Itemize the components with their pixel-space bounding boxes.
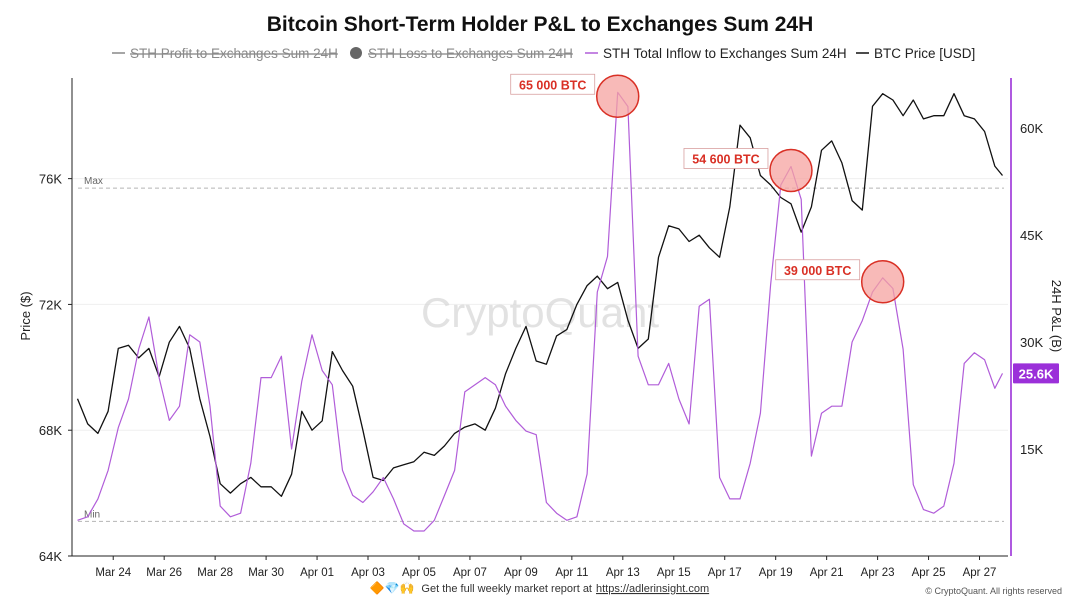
chart-title: Bitcoin Short-Term Holder P&L to Exchang… bbox=[267, 13, 813, 36]
x-tick-label: Apr 03 bbox=[351, 567, 385, 579]
y-right-tick-label: 15K bbox=[1020, 442, 1043, 457]
x-tick-label: Apr 05 bbox=[402, 567, 436, 579]
footer: 🔶💎🙌 Get the full weekly market report at… bbox=[370, 581, 1062, 596]
y-left-tick-label: 76K bbox=[39, 172, 62, 187]
y-left-tick-label: 72K bbox=[39, 297, 62, 312]
series-group bbox=[76, 91, 1004, 532]
x-tick-label: Mar 24 bbox=[95, 567, 131, 579]
footer-icons: 🔶💎🙌 bbox=[370, 581, 415, 595]
footer-message: Get the full weekly market report at bbox=[421, 583, 592, 595]
x-tick-label: Mar 28 bbox=[197, 567, 233, 579]
x-tick-label: Apr 09 bbox=[504, 567, 538, 579]
y-right-tick-label: 60K bbox=[1020, 121, 1043, 136]
legend-item: STH Total Inflow to Exchanges Sum 24H bbox=[585, 46, 847, 61]
x-tick-label: Apr 23 bbox=[861, 567, 895, 579]
x-tick-label: Apr 27 bbox=[963, 567, 997, 579]
annotation-label: 39 000 BTC bbox=[784, 264, 851, 278]
legend-marker-dot bbox=[350, 47, 362, 59]
x-tick-label: Apr 11 bbox=[555, 567, 588, 579]
x-tick-label: Apr 07 bbox=[453, 567, 487, 579]
footer-link[interactable]: https://adlerinsight.com bbox=[596, 583, 709, 595]
annotation-circle bbox=[595, 74, 640, 119]
legend-label: BTC Price [USD] bbox=[874, 46, 975, 61]
legend-item: BTC Price [USD] bbox=[856, 46, 975, 61]
annotation-label-box bbox=[775, 259, 861, 281]
annotation-label-box bbox=[683, 148, 769, 169]
annotation-label: 65 000 BTC bbox=[519, 78, 586, 92]
legend-item: STH Profit to Exchanges Sum 24H bbox=[112, 46, 338, 61]
reference-line-label: Min bbox=[84, 509, 100, 520]
annotation-circle bbox=[769, 148, 813, 193]
y-axis-right-label: 24H P&L (B) bbox=[1049, 280, 1064, 353]
sth-inflow-line bbox=[77, 91, 1004, 532]
watermark: CryptoQuant bbox=[421, 289, 659, 336]
x-tick-label: Apr 19 bbox=[759, 567, 793, 579]
legend-label: STH Total Inflow to Exchanges Sum 24H bbox=[603, 46, 847, 61]
current-value-badge-label: 25.6K bbox=[1019, 366, 1054, 381]
x-tick-label: Apr 21 bbox=[810, 567, 844, 579]
chart-legend: STH Profit to Exchanges Sum 24H STH Loss … bbox=[112, 46, 975, 61]
annotation-circle bbox=[860, 260, 905, 304]
y-left-tick-label: 64K bbox=[39, 549, 62, 564]
current-value-badge bbox=[1013, 363, 1059, 384]
axes-group: 64K 68K 72K 76K 15K 30K 45K 60K Mar 24 Mar 26 Mar … bbox=[39, 78, 1059, 579]
x-tick-label: Apr 17 bbox=[708, 567, 742, 579]
reference-lines: Max Min bbox=[78, 176, 1004, 522]
x-tick-label: Mar 26 bbox=[146, 567, 182, 579]
annotation-label: 54 600 BTC bbox=[692, 152, 759, 166]
y-axis-left-label: Price ($) bbox=[18, 291, 33, 340]
legend-label: STH Profit to Exchanges Sum 24H bbox=[130, 46, 338, 61]
legend-label: STH Loss to Exchanges Sum 24H bbox=[368, 46, 573, 61]
legend-item: STH Loss to Exchanges Sum 24H bbox=[350, 46, 573, 61]
chart-grid bbox=[72, 178, 1008, 557]
annotations-group: 65 000 BTC 54 600 BTC 39 000 BTC bbox=[510, 73, 905, 304]
btc-price-line bbox=[76, 93, 1004, 497]
y-left-tick-label: 68K bbox=[39, 423, 62, 438]
footer-copyright: © CryptoQuant. All rights reserved bbox=[925, 586, 1062, 596]
x-tick-label: Apr 25 bbox=[912, 567, 946, 579]
y-right-tick-label: 30K bbox=[1020, 335, 1043, 350]
x-tick-label: Apr 15 bbox=[657, 567, 691, 579]
x-tick-label: Apr 13 bbox=[606, 567, 640, 579]
x-tick-label: Mar 30 bbox=[248, 567, 284, 579]
x-tick-label: Apr 01 bbox=[300, 567, 334, 579]
y-right-tick-label: 45K bbox=[1020, 228, 1043, 243]
annotation-label-box bbox=[510, 73, 596, 95]
reference-line-label: Max bbox=[84, 176, 103, 187]
